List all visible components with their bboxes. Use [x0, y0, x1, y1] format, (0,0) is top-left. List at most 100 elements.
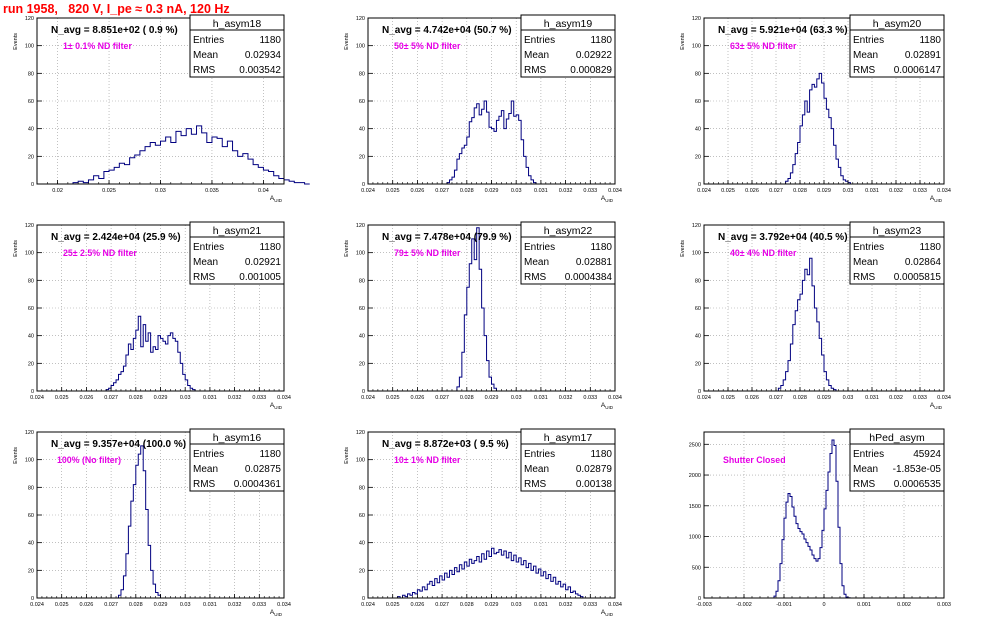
x-axis-title-main: A	[270, 609, 275, 616]
y-tick-label: 80	[695, 71, 701, 77]
x-tick-label: 0.026	[745, 395, 759, 401]
x-tick-label: 0.025	[386, 395, 400, 401]
stats-title: h_asym17	[544, 432, 593, 444]
x-tick-label: 0.028	[460, 602, 474, 608]
stats-value: 0.00138	[576, 479, 613, 490]
x-tick-label: 0.029	[817, 395, 831, 401]
x-axis-title-main: A	[601, 195, 606, 202]
y-tick-label: 20	[359, 568, 365, 574]
x-tick-label: 0.029	[485, 188, 499, 194]
stats-title: h_asym22	[544, 225, 593, 237]
y-tick-label: 2500	[689, 442, 701, 448]
filter-label: 25± 2.5% ND filter	[63, 248, 137, 258]
x-tick-label: 0.03	[180, 395, 191, 401]
histogram-series	[446, 100, 537, 184]
filter-label: 79± 5% ND filter	[394, 248, 461, 258]
y-tick-label: 80	[359, 485, 365, 491]
histogram-panel-h_asym22: 0.024 0.025 0.026 0.027 0.028 0.029 0.03 0.031 0…	[344, 221, 622, 410]
x-tick-label: 0.025	[721, 188, 735, 194]
x-tick-label: 0.034	[608, 602, 622, 608]
navg-label: N_avg = 8.851e+02 ( 0.9 %)	[51, 25, 178, 36]
y-tick-label: 40	[28, 127, 34, 133]
x-tick-label: 0.04	[258, 188, 269, 194]
stats-label: Entries	[853, 35, 884, 46]
histogram-panel-h_asym23: 0.024 0.025 0.026 0.027 0.028 0.029 0.03 0.031 0…	[680, 221, 951, 410]
y-tick-label: 2000	[689, 473, 701, 479]
histogram-series	[773, 439, 851, 599]
x-axis-title-sub: UID	[274, 405, 283, 410]
x-tick-label: 0.024	[361, 395, 375, 401]
y-tick-label: 20	[359, 154, 365, 160]
x-tick-label: 0.027	[435, 602, 449, 608]
stats-label: RMS	[853, 272, 876, 283]
y-tick-label: 0	[31, 389, 34, 395]
y-tick-label: 0	[362, 182, 365, 188]
x-tick-label: 0.034	[608, 395, 622, 401]
x-tick-label: 0.03	[511, 602, 522, 608]
y-tick-label: 60	[28, 306, 34, 312]
x-axis-title: AUID	[930, 195, 943, 203]
x-tick-label: 0.028	[129, 602, 143, 608]
y-tick-label: 40	[359, 541, 365, 547]
x-tick-label: 0.003	[937, 602, 951, 608]
stats-label: Mean	[853, 464, 878, 475]
x-axis-title-sub: UID	[274, 198, 283, 203]
stats-label: Mean	[193, 257, 218, 268]
stats-label: Entries	[853, 242, 884, 253]
histogram-panel-h_asym21: 0.024 0.025 0.026 0.027 0.028 0.029 0.03 0.031 0…	[13, 221, 291, 410]
x-axis-title-main: A	[930, 195, 935, 202]
x-tick-label: 0.025	[386, 602, 400, 608]
x-axis-title: AUID	[270, 402, 283, 410]
y-tick-label: 120	[356, 430, 365, 436]
x-tick-label: 0.001	[857, 602, 871, 608]
x-tick-label: 0.032	[559, 602, 573, 608]
y-tick-label: 0	[362, 596, 365, 602]
page-title: run 1958, 820 V, I_pe ≈ 0.3 nA, 120 Hz	[3, 2, 230, 16]
filter-label: 10± 1% ND filter	[394, 455, 461, 465]
x-tick-label: 0.031	[865, 395, 879, 401]
y-tick-label: 80	[28, 71, 34, 77]
y-tick-label: 20	[695, 154, 701, 160]
stats-title: hPed_asym	[869, 432, 925, 444]
stats-value: -1.853e-05	[893, 464, 942, 475]
y-tick-label: 100	[356, 458, 365, 464]
stats-value: 0.02922	[576, 50, 613, 61]
stats-label: RMS	[193, 272, 216, 283]
y-axis-title: Events	[680, 33, 686, 50]
histogram-panel-h_asym16: 0.024 0.025 0.026 0.027 0.028 0.029 0.03 0.031 0…	[13, 428, 291, 617]
x-tick-label: 0.032	[228, 395, 242, 401]
y-tick-label: 0	[31, 596, 34, 602]
stats-label: Mean	[193, 50, 218, 61]
y-tick-label: 0	[698, 596, 701, 602]
x-tick-label: 0.032	[889, 395, 903, 401]
x-axis-title-main: A	[270, 195, 275, 202]
stats-box	[520, 14, 616, 78]
stats-value: 0.02891	[905, 50, 942, 61]
x-axis-title-sub: UID	[274, 612, 283, 617]
stats-title: h_asym18	[213, 18, 262, 30]
x-axis-title-main: A	[601, 402, 606, 409]
y-axis-title: Events	[13, 33, 19, 50]
y-tick-label: 120	[25, 223, 34, 229]
y-tick-label: 60	[28, 99, 34, 105]
x-tick-label: 0.033	[913, 395, 927, 401]
navg-label: N_avg = 4.742e+04 (50.7 %)	[382, 25, 512, 36]
x-axis-title-sub: UID	[605, 198, 614, 203]
stats-value: 1180	[259, 242, 281, 253]
y-tick-label: 80	[359, 278, 365, 284]
x-tick-label: 0.033	[913, 188, 927, 194]
stats-box	[189, 428, 285, 492]
stats-label: Entries	[193, 35, 224, 46]
stats-value: 0.0004384	[565, 272, 613, 283]
x-tick-label: 0	[822, 602, 825, 608]
filter-label: 100% (No filter)	[57, 455, 121, 465]
x-tick-label: 0.031	[865, 188, 879, 194]
stats-box	[849, 14, 945, 78]
x-axis-title: AUID	[601, 195, 614, 203]
histogram-series	[397, 547, 584, 599]
x-tick-label: 0.027	[435, 188, 449, 194]
x-tick-label: 0.032	[559, 188, 573, 194]
x-tick-label: 0.025	[55, 602, 69, 608]
y-tick-label: 100	[692, 44, 701, 50]
stats-title: h_asym20	[873, 18, 922, 30]
